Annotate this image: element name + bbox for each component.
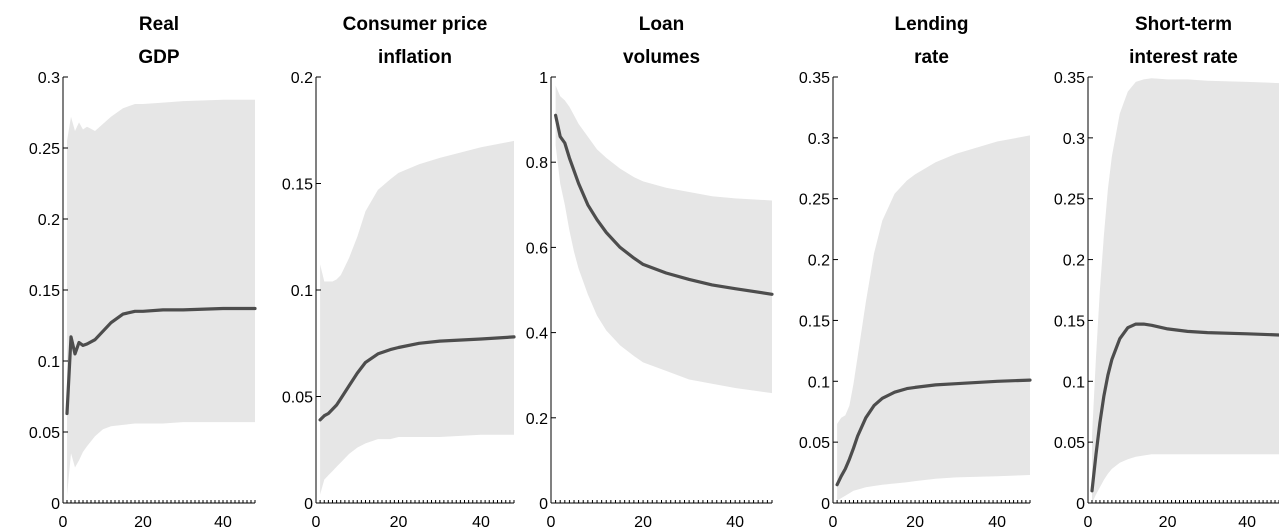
panel-4: 0 0.05 0.1 0.15 0.2 0.25 0.3 0.35 0 20 40 Lending ra… <box>799 14 1032 531</box>
y-tick-label: 1 <box>539 70 548 87</box>
x-tick-label: 20 <box>906 514 924 531</box>
panel-5: 0 0.05 0.1 0.15 0.2 0.25 0.3 0.35 0 20 40 Short-ter… <box>1054 14 1279 531</box>
y-tick-label: 0.1 <box>38 354 60 371</box>
y-tick-label: 0.2 <box>526 411 548 428</box>
x-tick-label: 0 <box>547 514 556 531</box>
y-tick-label: 0.2 <box>38 212 60 229</box>
y-tick-label: 0 <box>1076 496 1085 513</box>
y-tick-label: 0.05 <box>282 390 313 407</box>
median-response-line <box>553 113 774 296</box>
y-tick-label: 0.35 <box>799 70 830 87</box>
median-response-line <box>1090 322 1279 493</box>
y-tick-label: 0.2 <box>291 70 313 87</box>
x-tick-label: 0 <box>312 514 321 531</box>
x-tick-label: 0 <box>59 514 68 531</box>
x-tick-label: 40 <box>214 514 232 531</box>
median-response-line <box>65 306 257 416</box>
panel-title: inflation <box>378 47 452 68</box>
x-tick-label: 40 <box>1238 514 1256 531</box>
panel-3: 0 0.2 0.4 0.6 0.8 1 0 20 40 Loan volumes <box>526 14 774 531</box>
y-tick-label: 0.15 <box>799 313 830 330</box>
y-tick-label: 0 <box>51 496 60 513</box>
x-tick-label: 40 <box>472 514 490 531</box>
y-tick-label: 0.15 <box>1054 313 1085 330</box>
confidence-band <box>837 135 1030 501</box>
y-tick-label: 0.2 <box>1063 253 1085 270</box>
panel-title: Loan <box>639 14 684 35</box>
x-tick-label: 0 <box>1084 514 1093 531</box>
y-tick-label: 0.2 <box>808 253 830 270</box>
y-tick-label: 0.25 <box>1054 192 1085 209</box>
y-tick-label: 0.25 <box>799 192 830 209</box>
x-tick-label: 20 <box>634 514 652 531</box>
y-tick-label: 0.05 <box>799 435 830 452</box>
panel-title: Lending <box>895 14 969 35</box>
panel-2: 0 0.05 0.1 0.15 0.2 0 20 40 Consumer price inflat… <box>282 14 516 531</box>
panel-title: GDP <box>138 47 180 68</box>
median-response-line <box>318 335 516 422</box>
confidence-band <box>555 85 772 394</box>
panel-title: Consumer price <box>343 14 488 35</box>
panel-title: interest rate <box>1129 47 1238 68</box>
x-tick-label: 40 <box>726 514 744 531</box>
y-tick-label: 0.05 <box>1054 435 1085 452</box>
panel-title: volumes <box>623 47 700 68</box>
y-tick-label: 0.05 <box>29 425 60 442</box>
y-tick-label: 0.15 <box>282 177 313 194</box>
y-tick-label: 0 <box>821 496 830 513</box>
panel-title: Short-term <box>1135 14 1232 35</box>
confidence-band <box>67 99 255 496</box>
y-tick-label: 0.25 <box>29 141 60 158</box>
y-tick-label: 0.1 <box>1063 374 1085 391</box>
x-tick-label: 0 <box>829 514 838 531</box>
confidence-band <box>1092 78 1279 503</box>
x-tick-label: 20 <box>1159 514 1177 531</box>
median-response-line <box>835 378 1032 487</box>
y-tick-label: 0.6 <box>526 240 548 257</box>
y-tick-label: 0.1 <box>808 374 830 391</box>
panel-title: Real <box>139 14 179 35</box>
y-tick-label: 0.1 <box>291 283 313 300</box>
y-tick-label: 0.3 <box>38 70 60 87</box>
y-tick-label: 0.35 <box>1054 70 1085 87</box>
x-tick-label: 40 <box>988 514 1006 531</box>
y-tick-label: 0.4 <box>526 326 548 343</box>
x-tick-label: 20 <box>134 514 152 531</box>
y-tick-label: 0.8 <box>526 155 548 172</box>
x-tick-label: 20 <box>390 514 408 531</box>
y-tick-label: 0 <box>304 496 313 513</box>
y-tick-label: 0.15 <box>29 283 60 300</box>
y-tick-label: 0.3 <box>808 131 830 148</box>
panel-1: 0 0.05 0.1 0.15 0.2 0.25 0.3 0 20 40 Real GDP <box>29 14 257 531</box>
confidence-band <box>320 140 514 495</box>
panel-title: rate <box>914 47 949 68</box>
y-tick-label: 0.3 <box>1063 131 1085 148</box>
y-tick-label: 0 <box>539 496 548 513</box>
